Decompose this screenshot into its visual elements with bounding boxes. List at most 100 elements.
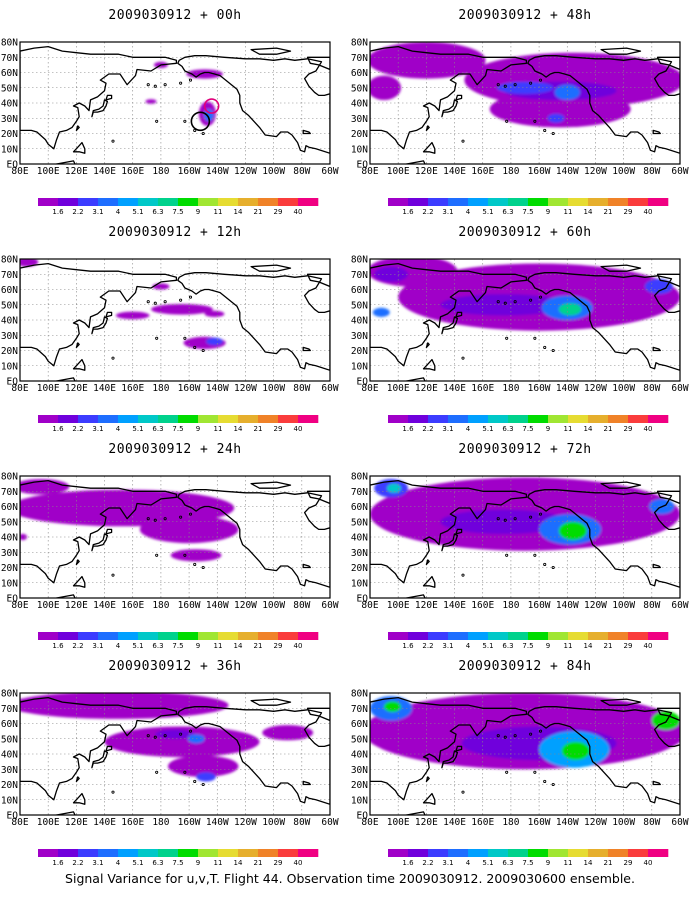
panel-title: 2009030912 + 72h bbox=[458, 442, 592, 457]
observation-marker bbox=[203, 98, 220, 114]
lat-tick-label: 70N bbox=[1, 53, 18, 64]
colorbar: 1.6 2.2 3.1 4 5.1 6.3 7.5 9 11 14 21 29 40 bbox=[388, 198, 669, 216]
lon-tick-label: 140E bbox=[93, 600, 116, 611]
colorbar-label: 9 bbox=[196, 208, 200, 216]
colorbar-swatch bbox=[38, 632, 59, 640]
colorbar-swatch bbox=[448, 849, 469, 857]
colorbar-swatch bbox=[448, 415, 469, 423]
lat-tick-label: 10N bbox=[1, 795, 18, 806]
coastlines bbox=[20, 479, 330, 598]
colorbar-swatch bbox=[178, 632, 199, 640]
lat-tick-label: 80N bbox=[351, 255, 368, 266]
colorbar-label: 2.2 bbox=[422, 642, 433, 650]
colorbar-swatch bbox=[408, 849, 429, 857]
colorbar-label: 1.6 bbox=[52, 425, 64, 433]
colorbar-swatch bbox=[608, 632, 629, 640]
colorbar-swatch bbox=[388, 198, 409, 206]
coastlines bbox=[20, 45, 330, 164]
lat-tick-label: 50N bbox=[1, 300, 18, 311]
lon-tick-label: 80W bbox=[293, 600, 310, 611]
colorbar-label: 3.1 bbox=[92, 208, 103, 216]
lon-tick-label: 100E bbox=[37, 383, 60, 394]
colorbar-label: 14 bbox=[234, 208, 243, 216]
colorbar-swatch bbox=[448, 632, 469, 640]
lon-tick-label: 140E bbox=[443, 383, 466, 394]
colorbar-swatch bbox=[258, 849, 279, 857]
colorbar-swatch bbox=[588, 849, 609, 857]
map-frame bbox=[19, 41, 331, 165]
colorbar-label: 3.1 bbox=[442, 642, 453, 650]
lat-tick-label: 40N bbox=[351, 99, 368, 110]
colorbar-label: 2.2 bbox=[72, 642, 83, 650]
colorbar-label: 14 bbox=[234, 425, 243, 433]
colorbar-swatch bbox=[138, 415, 159, 423]
colorbar-swatch bbox=[158, 198, 179, 206]
colorbar-swatch bbox=[488, 415, 509, 423]
colorbar-swatch bbox=[178, 849, 199, 857]
lon-tick-label: 60W bbox=[671, 600, 688, 611]
lon-tick-label: 80W bbox=[643, 817, 660, 828]
colorbar-label: 5.1 bbox=[482, 642, 493, 650]
colorbar-swatch bbox=[468, 415, 489, 423]
colorbar-label: 21 bbox=[254, 425, 263, 433]
colorbar-label: 4 bbox=[466, 859, 471, 867]
map-panel: 2009030912 + 72h 80N 70N 60N 50N 40N 30N 20N 10N… bbox=[350, 434, 700, 651]
colorbar-label: 3.1 bbox=[92, 425, 103, 433]
colorbar-label: 21 bbox=[604, 859, 613, 867]
coastlines bbox=[370, 262, 680, 381]
lon-tick-label: 80E bbox=[11, 817, 28, 828]
colorbar-label: 5.1 bbox=[482, 208, 493, 216]
colorbar-swatch bbox=[468, 198, 489, 206]
colorbar-swatch bbox=[608, 198, 629, 206]
coastlines bbox=[370, 45, 680, 164]
lat-tick-label: 70N bbox=[351, 53, 368, 64]
colorbar-swatch bbox=[568, 198, 589, 206]
colorbar-swatch bbox=[278, 198, 299, 206]
colorbar-swatch bbox=[78, 415, 99, 423]
colorbar-label: 4 bbox=[116, 425, 121, 433]
lon-tick-label: 160W bbox=[528, 600, 551, 611]
colorbar-label: 4 bbox=[466, 208, 471, 216]
colorbar-swatch bbox=[488, 849, 509, 857]
colorbar-swatch bbox=[118, 849, 139, 857]
colorbar-swatch bbox=[508, 415, 529, 423]
lat-tick-label: 70N bbox=[351, 487, 368, 498]
colorbar-label: 11 bbox=[564, 208, 573, 216]
colorbar: 1.6 2.2 3.1 4 5.1 6.3 7.5 9 11 14 21 29 40 bbox=[388, 415, 669, 433]
lat-tick-label: 20N bbox=[351, 346, 368, 357]
lon-tick-label: 120E bbox=[415, 166, 438, 177]
lon-tick-label: 100W bbox=[262, 817, 285, 828]
colorbar-swatch bbox=[508, 849, 529, 857]
lat-tick-label: 20N bbox=[351, 129, 368, 140]
colorbar-label: 1.6 bbox=[52, 642, 64, 650]
map-frame bbox=[369, 475, 681, 599]
lon-tick-label: 120W bbox=[234, 383, 257, 394]
lon-tick-label: 140E bbox=[93, 817, 116, 828]
colorbar-label: 4 bbox=[116, 642, 121, 650]
map-grid bbox=[370, 476, 680, 598]
variance-region bbox=[370, 42, 486, 79]
colorbar-swatch bbox=[258, 198, 279, 206]
lat-tick-label: 60N bbox=[351, 502, 368, 513]
lon-tick-label: 100W bbox=[612, 166, 635, 177]
lon-tick-label: 100E bbox=[387, 817, 410, 828]
colorbar-swatch bbox=[118, 632, 139, 640]
colorbar-label: 1.6 bbox=[402, 642, 414, 650]
colorbar-swatch bbox=[218, 632, 239, 640]
lat-tick-label: 10N bbox=[1, 578, 18, 589]
map-panel: 2009030912 + 24h 80N 70N 60N 50N 40N 30N 20N 10N… bbox=[0, 434, 350, 651]
lon-tick-label: 120W bbox=[584, 383, 607, 394]
lon-tick-label: 80E bbox=[361, 600, 378, 611]
colorbar-swatch bbox=[528, 198, 549, 206]
map-grid bbox=[370, 259, 680, 381]
colorbar-swatch bbox=[298, 849, 319, 857]
lat-tick-label: 50N bbox=[351, 734, 368, 745]
lon-tick-label: 120W bbox=[234, 166, 257, 177]
colorbar-swatch bbox=[488, 632, 509, 640]
lon-tick-label: 100W bbox=[612, 817, 635, 828]
lon-tick-label: 180 bbox=[152, 166, 169, 177]
map-grid bbox=[370, 693, 680, 815]
lon-tick-label: 80W bbox=[643, 600, 660, 611]
colorbar-swatch bbox=[648, 849, 669, 857]
lon-tick-label: 180 bbox=[502, 383, 519, 394]
